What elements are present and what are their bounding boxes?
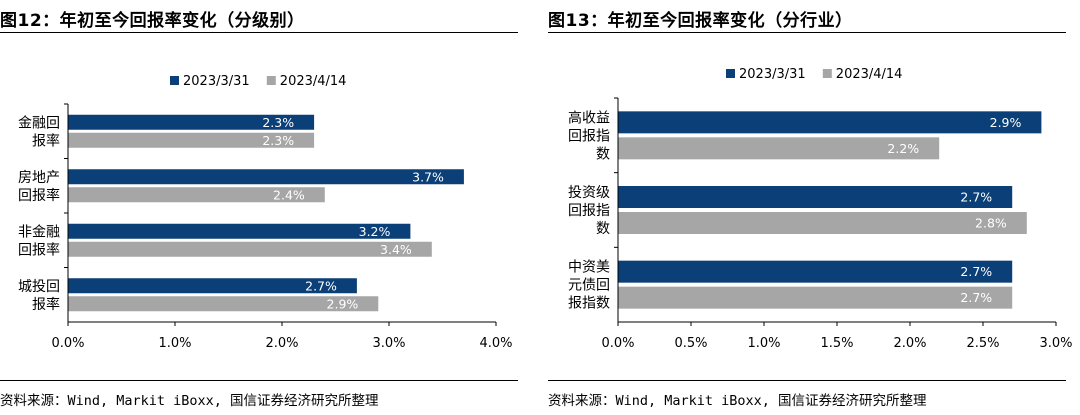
x-tick-label: 3.0% [1039, 336, 1072, 351]
x-tick-label: 0.5% [674, 336, 707, 351]
bar-series1-2 [68, 169, 464, 185]
category-label: 投资级 [568, 185, 610, 201]
figure-panel-by-industry: 图13：年初至今回报率变化（分行业） 2023/3/31 2023/4/14 高收益… [548, 0, 1073, 415]
title-rule [548, 32, 1066, 33]
bar-chart-by-grade: 2023/3/31 2023/4/14金融回报率2.3%2.3%房地产回报率3.7… [18, 74, 513, 351]
data-label: 2.7% [960, 290, 992, 305]
x-tick-label: 2.5% [966, 336, 999, 351]
data-label: 2.7% [960, 264, 992, 279]
bar-series1-1 [68, 114, 315, 130]
x-tick-label: 0.0% [601, 336, 634, 351]
category-label: 报指数 [568, 296, 610, 312]
x-tick-label: 2.0% [265, 336, 298, 351]
legend-label-1: 2023/3/31 [183, 74, 250, 89]
category-label: 房地产 [18, 170, 60, 186]
x-tick-label: 1.0% [158, 336, 191, 351]
category-label: 高收益 [568, 109, 610, 126]
category-label: 数 [596, 221, 610, 237]
legend-label-2: 2023/4/14 [836, 67, 903, 82]
bar-series1-1 [618, 111, 1042, 134]
legend-swatch-2 [266, 76, 276, 85]
bar-series2-3 [618, 286, 1013, 309]
x-tick-label: 4.0% [479, 336, 512, 351]
source-rule [0, 380, 518, 381]
category-label: 城投回 [18, 279, 60, 295]
legend-swatch-2 [822, 69, 832, 78]
x-tick-label: 3.0% [372, 336, 405, 351]
legend-label-2: 2023/4/14 [280, 74, 347, 89]
bar-chart-by-industry: 2023/3/31 2023/4/14高收益回报指数2.9%2.2%投资级回报指数… [568, 67, 1073, 351]
bar-series2-1 [618, 137, 940, 160]
x-tick-label: 2.0% [893, 336, 926, 351]
x-tick-label: 1.0% [747, 336, 780, 351]
category-label: 数 [596, 146, 610, 162]
bar-series1-4 [68, 278, 357, 294]
source-note: 资料来源：Wind, Markit iBoxx, 国信证券经济研究所整理 [548, 393, 927, 409]
data-label: 2.9% [327, 296, 359, 311]
data-label: 2.9% [990, 115, 1022, 130]
bar-series1-3 [68, 223, 411, 239]
figure-title: 图13：年初至今回报率变化（分行业） [548, 11, 853, 31]
legend-label-1: 2023/3/31 [739, 67, 806, 82]
data-label: 3.4% [380, 242, 412, 257]
figure-panel-by-grade: 图12：年初至今回报率变化（分级别） 2023/3/31 2023/4/14 金融回… [0, 0, 520, 415]
data-label: 2.7% [305, 278, 337, 293]
x-tick-label: 1.5% [820, 336, 853, 351]
legend: 2023/3/31 2023/4/14 [170, 74, 346, 89]
data-label: 2.3% [262, 133, 294, 148]
bar-series1-2 [618, 186, 1013, 208]
category-label: 报率 [32, 296, 60, 313]
legend-swatch-1 [726, 69, 735, 78]
data-label: 2.7% [960, 190, 992, 205]
category-label: 元债回 [568, 278, 610, 294]
legend-swatch-1 [170, 76, 179, 85]
category-label: 回报指 [568, 203, 610, 219]
data-label: 3.7% [412, 169, 444, 184]
category-label: 报率 [32, 132, 60, 149]
category-label: 中资美 [568, 260, 610, 276]
data-label: 3.2% [359, 224, 391, 239]
source-note: 资料来源：Wind, Markit iBoxx, 国信证券经济研究所整理 [0, 393, 379, 409]
category-label: 金融回 [18, 115, 60, 131]
category-label: 回报指 [568, 128, 610, 144]
title-rule [0, 32, 518, 33]
data-label: 2.2% [887, 141, 919, 156]
legend: 2023/3/31 2023/4/14 [726, 67, 902, 82]
category-label: 回报率 [18, 241, 60, 258]
data-label: 2.8% [975, 216, 1007, 231]
bar-series2-1 [68, 132, 315, 148]
data-label: 2.3% [262, 115, 294, 130]
source-rule [548, 380, 1066, 381]
bar-series2-2 [68, 187, 325, 203]
bar-series2-2 [618, 212, 1027, 234]
bar-series1-3 [618, 260, 1013, 283]
figure-title: 图12：年初至今回报率变化（分级别） [0, 11, 305, 31]
category-label: 非金融 [18, 224, 60, 240]
data-label: 2.4% [273, 187, 305, 202]
bar-series2-4 [68, 296, 379, 312]
bar-series2-3 [68, 241, 432, 257]
x-tick-label: 0.0% [51, 336, 84, 351]
category-label: 回报率 [18, 187, 60, 204]
